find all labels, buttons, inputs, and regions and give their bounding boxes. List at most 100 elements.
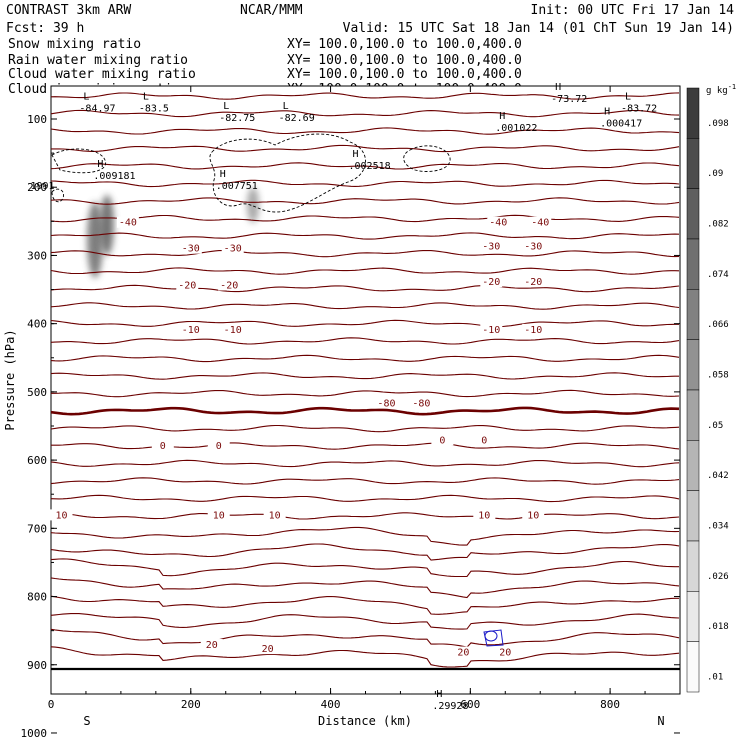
contour-label: 0 bbox=[481, 435, 487, 446]
contour-label: 20 bbox=[206, 640, 218, 651]
contour-label: -30 bbox=[524, 242, 542, 253]
center-title: NCAR/MMM bbox=[240, 3, 303, 18]
valid-time: Valid: 15 UTC Sat 18 Jan 14 (01 ChT Sun … bbox=[343, 21, 734, 36]
snow-plume bbox=[100, 195, 114, 255]
cloud-ice-contour bbox=[209, 133, 366, 213]
contour-line bbox=[51, 197, 680, 205]
contour-line bbox=[51, 302, 680, 310]
contour-label-bg bbox=[473, 509, 496, 521]
colorbar-swatch bbox=[686, 339, 700, 391]
x-end-label-left: S bbox=[83, 714, 90, 728]
forecast-hour: Fcst: 39 h bbox=[6, 21, 84, 36]
colorbar-swatch bbox=[686, 540, 700, 592]
init-time: Init: 00 UTC Fri 17 Jan 14 bbox=[531, 3, 735, 18]
contour-line bbox=[51, 179, 680, 188]
colorbar-label: .01 bbox=[707, 672, 723, 682]
y-tick-label: 700 bbox=[27, 522, 47, 535]
contour-label-bg bbox=[410, 397, 433, 409]
contour-label: 10 bbox=[269, 510, 281, 521]
colorbar-label: .026 bbox=[707, 572, 729, 582]
extremum-marker: H bbox=[352, 149, 358, 160]
extremum-value: -82.75 bbox=[219, 113, 255, 124]
contour-label-bg bbox=[151, 439, 174, 451]
colorbar-swatch bbox=[686, 490, 700, 542]
contour-label: -20 bbox=[178, 281, 196, 292]
x-tick-label: 800 bbox=[600, 698, 620, 711]
colorbar-label: .05 bbox=[707, 421, 723, 431]
contour-label: -10 bbox=[482, 325, 500, 336]
contour-label: -30 bbox=[482, 242, 500, 253]
colorbar-label: .066 bbox=[707, 320, 729, 330]
colorbar-swatch bbox=[686, 289, 700, 340]
colorbar-label: .034 bbox=[707, 521, 729, 531]
contour-line bbox=[51, 354, 680, 363]
colorbar-swatch bbox=[686, 87, 700, 139]
contour-line bbox=[51, 512, 680, 520]
colorbar-label: .098 bbox=[707, 119, 729, 129]
contour-line bbox=[51, 612, 680, 630]
extremum-marker: L bbox=[283, 101, 289, 112]
contour-line bbox=[51, 526, 680, 546]
cloud-ice-contour bbox=[403, 145, 451, 172]
extremum-marker: H bbox=[436, 689, 442, 700]
x-axis: 0 200 400 600 800 bbox=[48, 86, 646, 711]
cloud-ice-contour bbox=[51, 148, 107, 174]
contour-line bbox=[51, 267, 680, 275]
contour-label: 20 bbox=[262, 644, 274, 655]
cloud-water-contour bbox=[483, 629, 504, 647]
extremum-value: -73.72 bbox=[551, 94, 587, 105]
snow-plume bbox=[247, 187, 259, 223]
extremum-value: .007751 bbox=[216, 181, 258, 192]
contour-label-bg bbox=[263, 509, 286, 521]
extremum-value: -83.5 bbox=[139, 103, 169, 114]
contour-label-bg bbox=[221, 323, 244, 335]
contour-line bbox=[51, 494, 680, 503]
contour-label: -30 bbox=[224, 244, 242, 255]
contour-line bbox=[51, 577, 680, 599]
extremum-value: .000417 bbox=[600, 118, 642, 129]
extremum-marker: H bbox=[220, 169, 226, 180]
y-tick-label: 600 bbox=[27, 454, 47, 467]
contour-label: -80 bbox=[377, 399, 395, 410]
colorbar-swatch bbox=[686, 591, 700, 642]
contour-label: 10 bbox=[527, 510, 539, 521]
y-tick-label: 1000 bbox=[21, 727, 48, 740]
contour-line bbox=[51, 284, 680, 293]
contour-label: -10 bbox=[224, 325, 242, 336]
snow-shading bbox=[87, 187, 259, 278]
contour-line bbox=[51, 646, 680, 668]
colorbar-unit: g kg-1 bbox=[706, 83, 736, 96]
contour-label: -20 bbox=[482, 277, 500, 288]
colorbar-swatch bbox=[686, 138, 700, 189]
contour-label: -40 bbox=[531, 218, 549, 229]
contour-label: -20 bbox=[524, 277, 542, 288]
contour-label-bg bbox=[179, 242, 202, 254]
colorbar-swatch bbox=[686, 238, 700, 290]
contour-label-bg bbox=[176, 279, 199, 291]
extremum-marker: H bbox=[604, 106, 610, 117]
contour-label: -10 bbox=[182, 325, 200, 336]
extremum-marker: L bbox=[83, 91, 89, 102]
temperature-contours bbox=[51, 92, 680, 668]
extremum-marker: H bbox=[97, 159, 103, 170]
contour-line bbox=[51, 144, 680, 153]
colorbar-label: .09 bbox=[707, 169, 723, 179]
contour-label-bg bbox=[522, 240, 545, 252]
x-axis-title: Distance (km) bbox=[318, 714, 412, 728]
extremum-value: 1991 bbox=[30, 181, 54, 192]
contour-label-bg bbox=[522, 509, 545, 521]
colorbar-swatch bbox=[686, 641, 700, 693]
contour-label: 10 bbox=[213, 510, 225, 521]
colorbar-label: .018 bbox=[707, 622, 729, 632]
extremum-value: -82.69 bbox=[279, 113, 315, 124]
colorbar-swatch bbox=[686, 389, 700, 441]
field-xy: XY= 100.0,100.0 to 100.0,400.0 bbox=[287, 53, 522, 68]
snow-plume bbox=[87, 202, 103, 278]
y-tick-label: 800 bbox=[27, 591, 47, 604]
x-end-label-right: N bbox=[657, 714, 664, 728]
contour-line bbox=[51, 214, 680, 223]
y-axis-title: Pressure (hPa) bbox=[3, 329, 17, 430]
extremum-value: .29928 bbox=[432, 701, 468, 712]
x-tick-label: 200 bbox=[181, 698, 201, 711]
